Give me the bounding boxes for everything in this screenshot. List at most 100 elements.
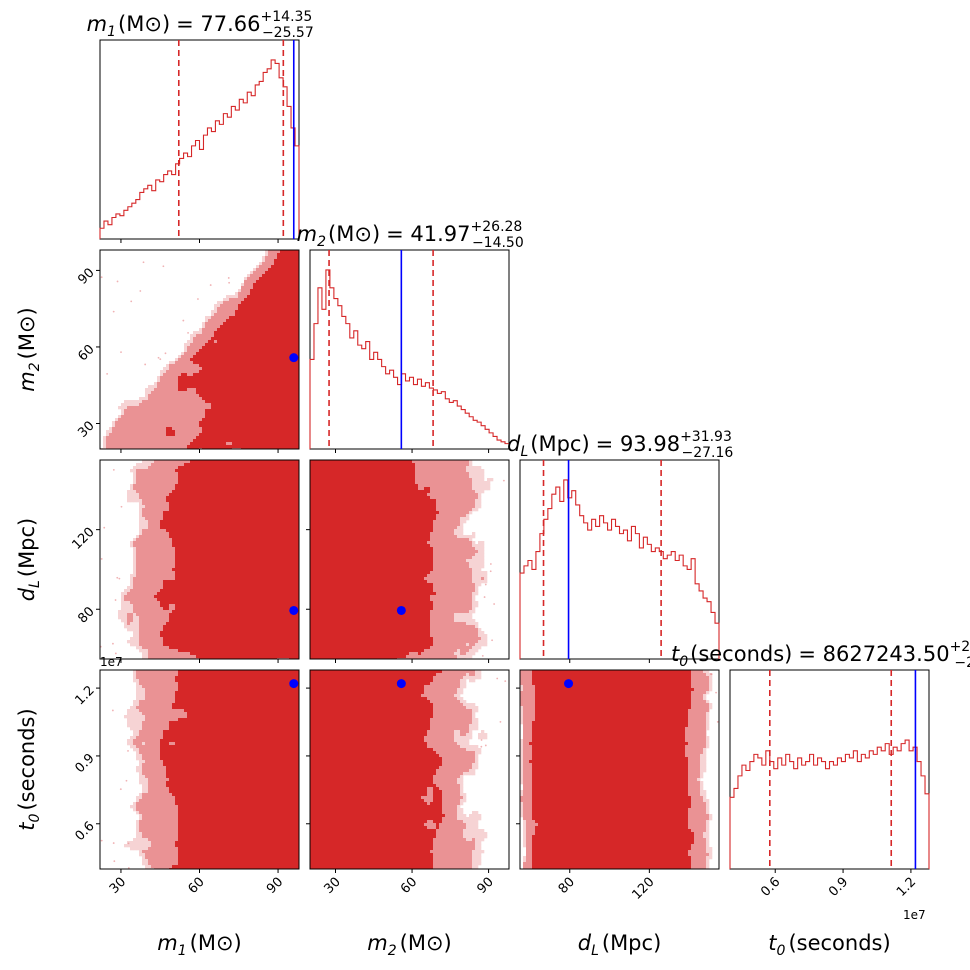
density-cell [157,610,161,614]
density-cell [157,538,161,542]
density-cell [241,397,245,401]
density-cell [169,652,173,656]
density-cell [202,610,206,614]
density-cell [145,610,149,614]
density-cell [223,406,227,410]
density-cell [136,448,140,449]
density-cell [202,592,206,596]
density-cell [154,511,158,515]
density-cell [226,517,230,521]
density-cell [145,565,149,569]
density-cell [223,391,227,395]
density-cell [202,655,206,659]
density-cell [172,607,176,611]
density-cell [190,460,194,464]
density-cell [211,463,215,467]
density-cell [229,529,233,533]
density-cell [133,622,137,626]
density-cell [151,604,155,608]
density-cell [253,286,257,290]
density-cell [166,490,170,494]
density-cell [298,325,299,329]
density-cell [157,430,161,434]
density-cell [250,379,254,383]
density-cell [193,637,197,641]
density-cell [289,331,293,335]
density-cell [199,634,203,638]
density-cell [193,469,197,473]
density-cell [220,592,224,596]
density-cell [148,598,152,602]
density-cell [178,613,182,617]
density-cell [184,478,188,482]
density-cell [298,349,299,353]
density-cell [217,532,221,536]
density-cell [265,382,269,386]
density-cell [169,478,173,482]
density-cell [253,268,257,272]
density-cell [223,499,227,503]
density-cell [214,646,218,650]
density-cell [220,607,224,611]
density-cell [148,388,152,392]
density-cell [178,436,182,440]
density-cell [136,499,140,503]
density-cell [130,445,134,449]
density-cell [130,592,134,596]
density-cell [193,442,197,446]
density-cell [250,319,254,323]
density-cell [211,544,215,548]
density-cell [199,517,203,521]
density-cell [226,295,230,299]
density-cell [172,514,176,518]
density-cell [223,511,227,515]
density-cell [205,493,209,497]
density-cell [223,394,227,398]
density-cell [241,358,245,362]
density-cell [226,637,230,641]
density-cell [244,343,248,347]
density-cell [181,634,185,638]
density-cell [163,652,167,656]
density-cell [160,436,164,440]
density-cell [148,628,152,632]
density-cell [256,337,260,341]
density-cell [277,271,281,275]
density-cell [199,616,203,620]
density-cell [130,484,134,488]
density-cell [283,298,287,302]
density-cell [148,625,152,629]
density-cell [208,595,212,599]
density-cell [163,493,167,497]
density-cell [166,481,170,485]
density-cell [187,436,191,440]
density-cell [256,352,260,356]
density-cell [229,472,233,476]
density-cell [217,346,221,350]
density-cell [205,535,209,539]
density-cell [289,313,293,317]
density-cell [295,385,299,389]
density-cell [217,553,221,557]
density-cell [154,427,158,431]
density-cell [184,529,188,533]
density-cell [208,367,212,371]
density-cell [214,436,218,440]
density-cell [145,496,149,500]
density-cell [211,511,215,515]
density-cell [205,565,209,569]
density-cell [187,586,191,590]
density-cell [196,436,200,440]
density-cell [289,289,293,293]
density-cell [250,427,254,431]
density-cell [223,448,227,449]
density-cell [217,484,221,488]
density-cell [220,340,224,344]
density-cell [160,571,164,575]
density-cell [220,370,224,374]
density-cell [187,430,191,434]
density-cell [151,616,155,620]
density-cell [145,652,149,656]
density-cell [223,595,227,599]
density-cell [208,631,212,635]
